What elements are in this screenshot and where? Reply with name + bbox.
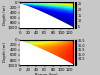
X-axis label: Range (km): Range (km) — [35, 73, 58, 75]
Y-axis label: Depth (m): Depth (m) — [2, 5, 6, 25]
Polygon shape — [20, 42, 73, 67]
Y-axis label: Depth (m): Depth (m) — [2, 42, 6, 62]
Polygon shape — [20, 4, 73, 29]
